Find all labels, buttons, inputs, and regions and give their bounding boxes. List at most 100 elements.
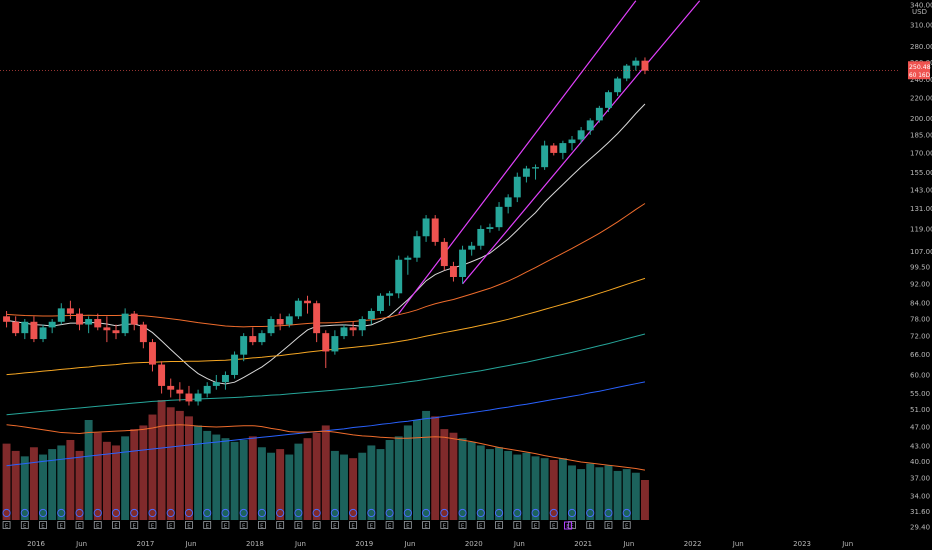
dividend-marker-icon[interactable] [385,508,394,518]
dividend-marker-icon[interactable] [239,508,248,518]
candle-body[interactable] [568,139,576,144]
candle-body[interactable] [532,167,539,169]
dividend-marker-icon[interactable] [604,508,613,518]
dividend-marker-icon[interactable] [38,508,48,518]
earnings-marker-icon[interactable] [440,521,449,529]
candle-body[interactable] [130,313,138,325]
dividend-marker-icon[interactable] [330,508,339,518]
dividend-marker-icon[interactable] [148,508,157,518]
earnings-marker-icon[interactable] [75,521,84,529]
earnings-marker-icon[interactable] [294,521,303,529]
candle-body[interactable] [249,336,257,343]
candle-body[interactable] [39,327,47,340]
candle-body[interactable] [504,197,512,207]
candle-body[interactable] [313,303,321,334]
dividend-marker-icon[interactable] [549,508,558,518]
candle-body[interactable] [203,385,211,394]
candle-body[interactable] [486,227,494,229]
dividend-marker-icon[interactable] [184,508,194,518]
candle-body[interactable] [304,300,311,304]
candle-body[interactable] [185,393,193,402]
candle-body[interactable] [85,319,93,325]
candle-body[interactable] [358,319,366,331]
candle-body[interactable] [468,245,476,250]
earnings-marker-icon[interactable] [586,521,595,529]
earnings-marker-icon[interactable] [476,521,485,529]
candle-body[interactable] [413,236,421,258]
candle-body[interactable] [395,259,403,294]
candle-body[interactable] [322,333,330,352]
candle-body[interactable] [495,206,503,228]
dividend-marker-icon[interactable] [221,508,230,518]
candle-body[interactable] [240,336,248,355]
channel-line-0[interactable] [398,0,637,314]
dividend-marker-icon[interactable] [458,508,467,518]
earnings-marker-icon[interactable] [403,521,412,529]
candle-body[interactable] [30,321,38,340]
candle-body[interactable] [449,266,457,277]
candle-body[interactable] [623,65,631,79]
candle-body[interactable] [149,342,156,365]
candle-body[interactable] [158,364,166,386]
earnings-marker-icon[interactable] [604,521,613,529]
dividend-marker-icon[interactable] [494,508,504,518]
dividend-marker-icon[interactable] [476,508,485,518]
candle-body[interactable] [541,145,549,168]
candle-body[interactable] [3,316,11,322]
dividend-marker-icon[interactable] [75,508,84,518]
earnings-marker-icon[interactable] [148,521,157,529]
candle-body[interactable] [349,327,357,331]
earnings-marker-icon[interactable] [130,521,139,529]
earnings-marker-icon[interactable] [422,521,430,529]
candle-body[interactable] [221,374,229,383]
earnings-marker-icon[interactable] [495,521,503,529]
candle-body[interactable] [176,389,184,394]
dividend-marker-icon[interactable] [421,508,431,518]
candle-body[interactable] [595,107,603,121]
earnings-marker-icon[interactable] [39,521,47,529]
candle-body[interactable] [422,218,430,237]
dividend-marker-icon[interactable] [2,508,11,518]
dividend-marker-icon[interactable] [276,508,285,518]
candle-body[interactable] [231,354,239,375]
dividend-marker-icon[interactable] [312,508,321,518]
candle-body[interactable] [212,382,220,386]
dividend-marker-icon[interactable] [294,508,303,518]
earnings-marker-icon[interactable] [276,521,285,529]
candle-body[interactable] [267,319,275,334]
candle-body[interactable] [522,168,530,177]
earnings-marker-icon[interactable] [531,521,540,529]
earnings-marker-icon[interactable] [330,521,339,529]
candle-body[interactable] [431,218,439,242]
candle-body[interactable] [94,319,102,328]
earnings-marker-icon[interactable] [258,521,266,529]
candle-body[interactable] [377,295,384,311]
earnings-marker-icon[interactable] [93,521,102,529]
candle-body[interactable] [605,92,612,108]
candle-body[interactable] [513,176,521,198]
candle-body[interactable] [331,336,339,352]
candle-body[interactable] [48,321,56,328]
earnings-marker-icon[interactable] [513,521,522,529]
time-axis[interactable]: 2016 Jun 2017 Jun 2018 Jun 2019 Jun 2020 Jun 2021 J… [0,538,932,550]
candle-body[interactable] [477,228,485,246]
candle-body[interactable] [340,327,348,337]
candle-body[interactable] [139,324,147,343]
earnings-marker-icon[interactable] [185,521,193,529]
candle-body[interactable] [21,321,29,334]
candle-body[interactable] [404,257,412,260]
earnings-marker-icon[interactable] [221,521,230,529]
price-axis[interactable]: USD340.00310.00280.00260.00240.00220.002… [900,0,932,540]
candle-body[interactable] [66,308,74,314]
candle-body[interactable] [276,319,284,325]
candle-body[interactable] [550,145,558,153]
candle-body[interactable] [285,316,293,325]
candle-body[interactable] [641,60,649,71]
candle-body[interactable] [121,313,129,334]
dividend-marker-icon[interactable] [130,508,139,518]
dividend-marker-icon[interactable] [20,508,29,518]
dividend-marker-icon[interactable] [93,508,102,518]
earnings-marker-icon[interactable] [385,521,394,529]
